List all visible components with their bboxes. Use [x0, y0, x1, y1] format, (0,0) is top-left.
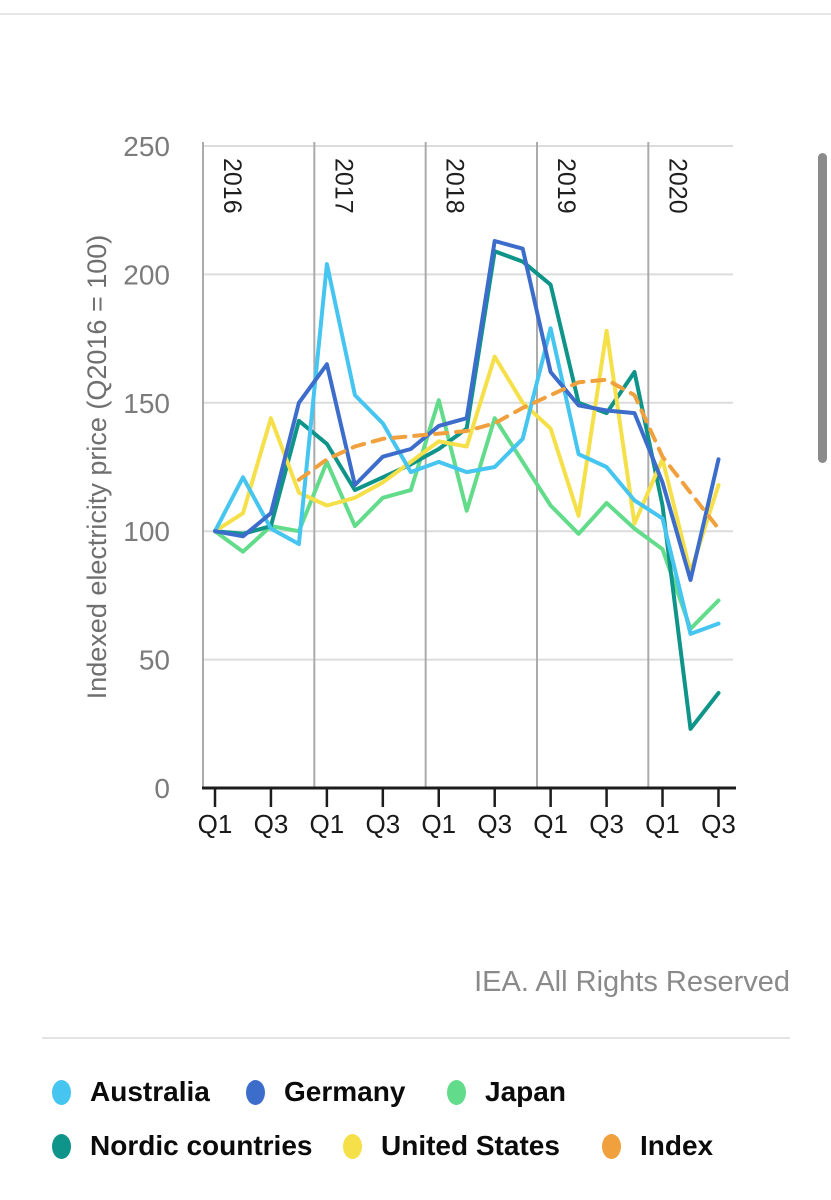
legend-divider — [42, 1037, 790, 1039]
price-chart: 2016 2017 2018 2019 2020 Q1 Q3 Q1 Q3 Q1 Q3 Q1 Q3 Q1 Q3… — [123, 131, 736, 839]
series-line-nordic-countries — [213, 249, 721, 731]
series-line-germany — [213, 239, 721, 582]
series-line-united-states — [213, 328, 721, 575]
legend-label: Index — [640, 1130, 714, 1161]
footer-credit: IEA. All Rights Reserved — [474, 966, 790, 998]
x-tick-label: Q3 — [477, 809, 512, 839]
y-tick-label: 150 — [123, 388, 170, 419]
legend-label: Australia — [90, 1076, 210, 1107]
series-line-australia — [213, 262, 721, 636]
y-tick-label: 100 — [123, 516, 170, 547]
legend-item-nordic-countries[interactable]: Nordic countries — [52, 1129, 312, 1163]
chart-container: Indexed electricity price (Q2016 = 100) … — [82, 131, 736, 839]
legend-dot — [447, 1079, 466, 1105]
vertical-scrollbar-thumb[interactable] — [818, 153, 827, 463]
h-gridlines — [203, 145, 733, 661]
legend-dot — [246, 1079, 265, 1105]
y-tick-label: 50 — [139, 645, 170, 676]
y-tick-label: 250 — [123, 131, 170, 162]
legend-dot — [52, 1079, 71, 1105]
year-label: 2020 — [663, 158, 691, 214]
legend-item-united-states[interactable]: United States — [343, 1129, 560, 1163]
year-gridlines — [202, 142, 650, 788]
y-tick-label: 0 — [154, 773, 170, 804]
legend-dot — [52, 1133, 71, 1159]
legend-label: Nordic countries — [90, 1130, 313, 1161]
year-label: 2017 — [329, 158, 357, 214]
year-label: 2016 — [218, 158, 246, 214]
x-tick-label: Q3 — [701, 809, 736, 839]
legend-item-germany[interactable]: Germany — [246, 1075, 405, 1109]
year-label: 2019 — [552, 158, 580, 214]
series-lines — [213, 239, 721, 731]
x-axis — [202, 786, 736, 807]
legend-label: Japan — [485, 1076, 566, 1107]
x-tick-label: Q1 — [533, 809, 568, 839]
series-line-index — [296, 377, 721, 531]
x-tick-label: Q1 — [645, 809, 680, 839]
legend-item-australia[interactable]: Australia — [52, 1075, 210, 1109]
x-tick-label: Q1 — [421, 809, 456, 839]
legend-item-japan[interactable]: Japan — [447, 1075, 566, 1109]
x-tick-label: Q3 — [365, 809, 400, 839]
legend-label: Germany — [284, 1076, 406, 1107]
y-tick-label: 200 — [123, 259, 170, 290]
legend-dot — [343, 1133, 362, 1159]
x-tick-label: Q3 — [254, 809, 289, 839]
axis-labels: 2016 2017 2018 2019 2020 Q1 Q3 Q1 Q3 Q1 Q3 Q1 Q3 Q1 Q3… — [123, 131, 736, 839]
legend-item-index[interactable]: Index — [602, 1129, 713, 1163]
y-axis-title: Indexed electricity price (Q2016 = 100) — [82, 234, 112, 700]
legend-label: United States — [381, 1130, 560, 1161]
x-tick-label: Q1 — [198, 809, 233, 839]
x-tick-label: Q3 — [589, 809, 624, 839]
x-tick-label: Q1 — [310, 809, 345, 839]
year-label: 2018 — [441, 158, 469, 214]
page-top-divider — [0, 13, 831, 15]
legend-dot — [602, 1133, 621, 1159]
